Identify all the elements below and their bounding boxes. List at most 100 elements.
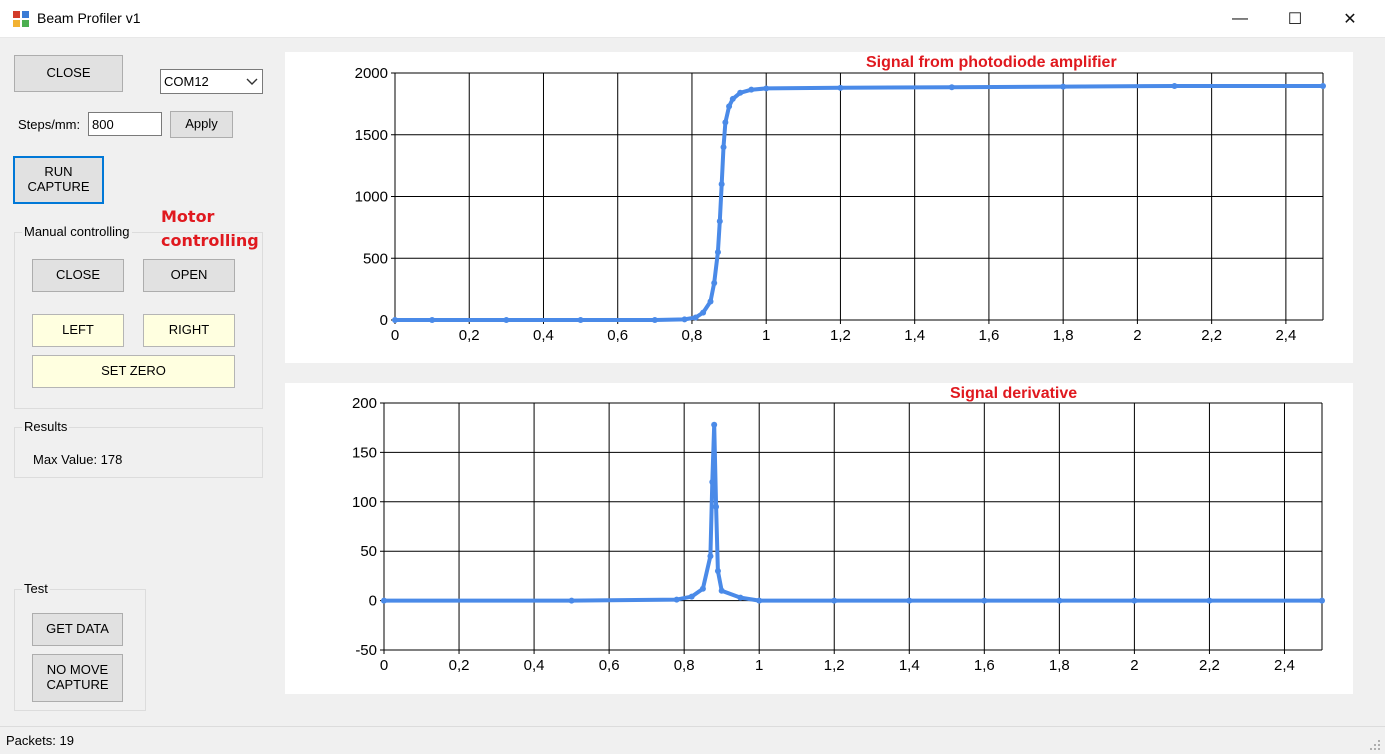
data-point — [948, 84, 955, 91]
data-point — [651, 317, 658, 323]
data-point — [1320, 82, 1326, 89]
data-point — [763, 85, 770, 92]
data-point — [1319, 597, 1325, 604]
resize-grip-icon[interactable] — [1369, 739, 1381, 751]
max-value-text: Max Value: 178 — [33, 452, 123, 467]
chevron-down-icon — [246, 78, 258, 85]
data-point — [429, 317, 436, 323]
data-point — [673, 596, 680, 603]
data-point — [716, 218, 723, 225]
data-point — [714, 567, 721, 574]
data-point — [748, 86, 755, 93]
steps-label: Steps/mm: — [18, 117, 81, 132]
data-point — [1206, 597, 1213, 604]
chart-grid — [380, 402, 1323, 654]
top-chart-title: Signal from photodiode amplifier — [866, 54, 1117, 71]
x-tick-label: 1,2 — [824, 657, 845, 674]
steps-input[interactable]: 800 — [88, 112, 162, 136]
test-group — [14, 589, 146, 711]
x-tick-label: 1,4 — [904, 327, 925, 344]
chart-grid — [391, 72, 1324, 324]
derivative-chart-panel: 0 0,2 0,4 0,6 0,8 1 1,2 1,4 1,6 1,8 2 2,2 2,4 -50 0 50 1… — [285, 383, 1353, 694]
data-point — [720, 144, 727, 151]
data-point — [722, 119, 729, 126]
no-move-capture-button[interactable]: NO MOVE CAPTURE — [32, 654, 123, 702]
data-point — [1131, 597, 1138, 604]
results-group — [14, 427, 263, 478]
app-icon — [13, 11, 29, 27]
chart-series — [381, 421, 1325, 604]
signal-chart-panel: 0 0,2 0,4 0,6 0,8 1 1,2 1,4 1,6 1,8 2 2,2 2,4 0 500 100… — [285, 52, 1353, 363]
data-point — [831, 597, 838, 604]
x-tick-label: 0,8 — [674, 657, 695, 674]
x-tick-label: 2 — [1133, 327, 1141, 344]
data-point — [392, 317, 398, 323]
y-tick-label: 200 — [352, 395, 377, 412]
close-icon: ✕ — [1343, 11, 1357, 28]
data-point — [568, 597, 575, 604]
motor-left-button[interactable]: LEFT — [32, 314, 124, 347]
motor-open-button[interactable]: OPEN — [143, 259, 235, 292]
motor-right-button[interactable]: RIGHT — [143, 314, 235, 347]
manual-controlling-group — [14, 232, 263, 409]
chart-tick-labels: 0 0,2 0,4 0,6 0,8 1 1,2 1,4 1,6 1,8 2 2,2 2,4-500501… — [352, 395, 1295, 674]
motor-close-button[interactable]: CLOSE — [32, 259, 124, 292]
data-point — [837, 84, 844, 91]
y-tick-label: 0 — [380, 312, 388, 329]
y-tick-label: 2000 — [355, 65, 388, 82]
y-tick-label: 0 — [369, 593, 377, 610]
data-point — [709, 479, 716, 486]
chart-series — [392, 82, 1326, 323]
x-tick-label: 2,4 — [1274, 657, 1295, 674]
data-point — [711, 279, 718, 286]
packets-status: Packets: 19 — [6, 733, 74, 748]
y-tick-label: -50 — [355, 642, 377, 659]
data-point — [737, 89, 744, 96]
motor-annotation-line2: controlling — [161, 231, 259, 250]
data-point — [1060, 83, 1067, 90]
run-capture-label-1: RUN — [44, 164, 73, 180]
series-line — [382, 422, 1324, 603]
test-group-title: Test — [22, 581, 50, 596]
data-point — [906, 597, 913, 604]
run-capture-button[interactable]: RUN CAPTURE — [13, 156, 104, 204]
apply-button[interactable]: Apply — [170, 111, 233, 138]
x-tick-label: 0,8 — [682, 327, 703, 344]
data-point — [718, 587, 725, 594]
data-point — [699, 585, 706, 592]
x-tick-label: 0,6 — [599, 657, 620, 674]
y-tick-label: 500 — [363, 250, 388, 267]
data-point — [718, 181, 725, 188]
data-point — [707, 298, 714, 305]
data-point — [577, 317, 584, 323]
x-tick-label: 1,6 — [978, 327, 999, 344]
motor-annotation-line1: Motor — [161, 207, 215, 226]
maximize-button[interactable]: ☐ — [1272, 0, 1318, 38]
y-tick-label: 50 — [360, 543, 377, 560]
set-zero-button[interactable]: SET ZERO — [32, 355, 235, 388]
data-point — [1171, 82, 1178, 89]
signal-chart: 0 0,2 0,4 0,6 0,8 1 1,2 1,4 1,6 1,8 2 2,2 2,4 0 500 100… — [355, 54, 1326, 344]
derivative-chart: 0 0,2 0,4 0,6 0,8 1 1,2 1,4 1,6 1,8 2 2,2 2,4-500501… — [352, 385, 1325, 674]
window-title: Beam Profiler v1 — [37, 10, 141, 26]
data-point — [503, 317, 510, 323]
x-tick-label: 2,2 — [1199, 657, 1220, 674]
status-bar: Packets: 19 — [0, 726, 1385, 754]
data-point — [707, 553, 714, 560]
x-tick-label: 0,6 — [607, 327, 628, 344]
close-port-button[interactable]: CLOSE — [14, 55, 123, 92]
minimize-button[interactable]: — — [1217, 0, 1263, 38]
close-window-button[interactable]: ✕ — [1327, 0, 1373, 38]
data-point — [681, 316, 688, 323]
data-point — [726, 103, 733, 110]
x-tick-label: 2,4 — [1275, 327, 1296, 344]
com-port-select[interactable]: COM12 — [160, 69, 263, 94]
data-point — [756, 597, 763, 604]
data-point — [711, 421, 718, 428]
x-tick-label: 0,2 — [459, 327, 480, 344]
x-tick-label: 0 — [391, 327, 399, 344]
get-data-button[interactable]: GET DATA — [32, 613, 123, 646]
data-point — [692, 314, 699, 321]
bottom-chart-title: Signal derivative — [950, 385, 1077, 402]
data-point — [1056, 597, 1063, 604]
